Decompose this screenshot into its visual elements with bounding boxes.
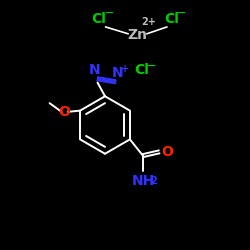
Text: −: − [104,8,114,18]
Text: +: + [121,64,129,74]
Text: Cl: Cl [164,12,179,26]
Text: −: − [177,8,186,18]
Text: Zn: Zn [128,28,148,42]
Text: N: N [89,63,100,77]
Text: O: O [162,145,173,159]
Text: NH: NH [131,174,154,188]
Text: 2+: 2+ [141,17,156,27]
Text: Cl: Cl [134,63,149,77]
Text: O: O [59,105,70,119]
Text: Cl: Cl [91,12,106,26]
Text: −: − [147,61,156,71]
Text: 2: 2 [150,176,157,186]
Text: N: N [112,66,123,80]
